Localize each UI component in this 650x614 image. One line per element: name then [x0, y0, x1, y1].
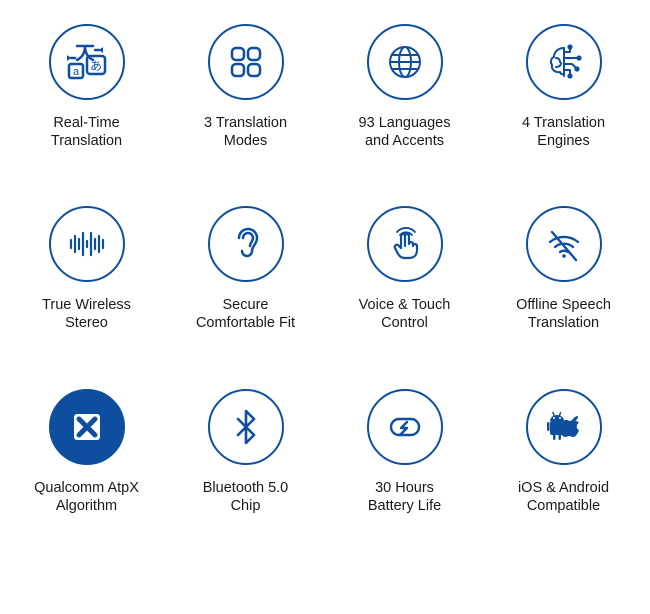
feature-aptx: Qualcomm AtpX Algorithm	[12, 389, 161, 515]
offline-icon	[526, 206, 602, 282]
bluetooth-icon	[208, 389, 284, 465]
feature-engines: 4 Translation Engines	[489, 24, 638, 150]
feature-label: 30 Hours Battery Life	[368, 479, 441, 515]
feature-label: True Wireless Stereo	[42, 296, 131, 332]
tws-icon	[49, 206, 125, 282]
feature-label: 4 Translation Engines	[522, 114, 605, 150]
feature-ear: Secure Comfortable Fit	[171, 206, 320, 332]
feature-translation: Real-Time Translation	[12, 24, 161, 150]
feature-label: 93 Languages and Accents	[359, 114, 451, 150]
engines-icon	[526, 24, 602, 100]
feature-label: Bluetooth 5.0 Chip	[203, 479, 288, 515]
modes-icon	[208, 24, 284, 100]
globe-icon	[367, 24, 443, 100]
feature-label: Voice & Touch Control	[359, 296, 451, 332]
translation-icon	[49, 24, 125, 100]
feature-label: Real-Time Translation	[51, 114, 122, 150]
feature-offline: Offline Speech Translation	[489, 206, 638, 332]
feature-label: iOS & Android Compatible	[518, 479, 609, 515]
platforms-icon	[526, 389, 602, 465]
battery-icon	[367, 389, 443, 465]
aptx-icon	[49, 389, 125, 465]
ear-icon	[208, 206, 284, 282]
feature-globe: 93 Languages and Accents	[330, 24, 479, 150]
feature-battery: 30 Hours Battery Life	[330, 389, 479, 515]
touch-icon	[367, 206, 443, 282]
feature-tws: True Wireless Stereo	[12, 206, 161, 332]
feature-bluetooth: Bluetooth 5.0 Chip	[171, 389, 320, 515]
feature-touch: Voice & Touch Control	[330, 206, 479, 332]
feature-platforms: iOS & Android Compatible	[489, 389, 638, 515]
feature-label: Offline Speech Translation	[516, 296, 611, 332]
feature-grid: Real-Time Translation 3 Translation Modes…	[12, 24, 638, 515]
feature-modes: 3 Translation Modes	[171, 24, 320, 150]
feature-label: Qualcomm AtpX Algorithm	[34, 479, 139, 515]
feature-label: Secure Comfortable Fit	[196, 296, 295, 332]
feature-label: 3 Translation Modes	[204, 114, 287, 150]
